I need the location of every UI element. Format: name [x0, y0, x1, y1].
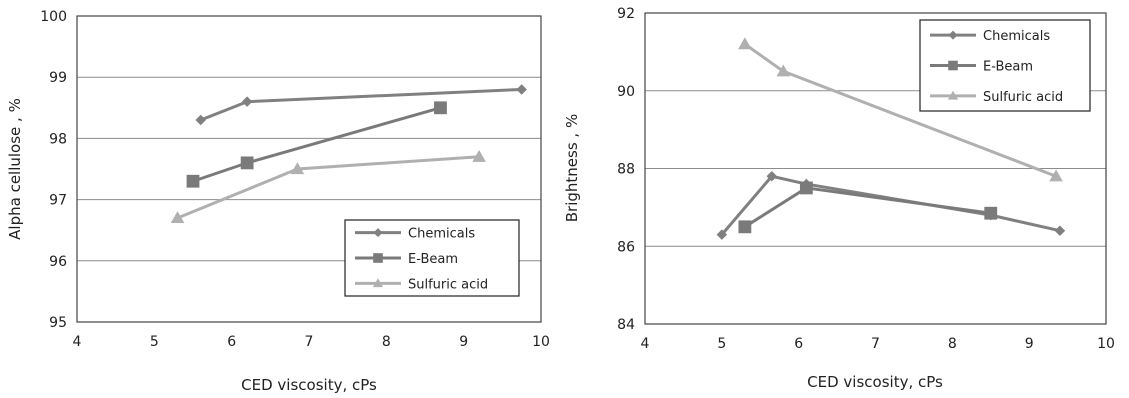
legend-swatch-marker — [373, 253, 383, 263]
y-tick-label: 96 — [49, 254, 67, 270]
y-tick-label: 90 — [617, 84, 635, 100]
data-point — [766, 171, 778, 182]
x-tick-label: 4 — [73, 334, 82, 350]
legend-swatch-marker — [372, 278, 384, 288]
x-axis-title: CED viscosity, cPs — [807, 373, 943, 391]
data-point — [186, 174, 200, 188]
legend-entry: E-Beam — [408, 252, 458, 267]
y-tick-label: 86 — [617, 239, 635, 255]
data-point — [195, 114, 206, 126]
legend-entry: Sulfuric acid — [983, 90, 1063, 105]
legend-entry: E-Beam — [983, 60, 1033, 75]
x-axis-title: CED viscosity, cPs — [241, 376, 377, 394]
chart-2: 84 86 88 90 92 4 5 6 7 8 9 10 CED viscosity, cPs Brig… — [563, 6, 1115, 391]
x-tick-label: 8 — [382, 334, 391, 350]
x-tick-label: 8 — [948, 336, 957, 352]
chart-1: 95 96 97 98 99 100 4 5 6 7 8 9 10 CED viscosity, cPs A… — [6, 9, 550, 394]
data-point — [799, 181, 813, 195]
y-tick-label: 95 — [49, 315, 67, 331]
data-point — [776, 64, 791, 77]
y-axis-title: Brightness , % — [563, 114, 581, 222]
x-tick-label: 9 — [1025, 336, 1034, 352]
y-tick-label: 100 — [40, 9, 67, 25]
data-point — [984, 206, 998, 220]
legend-entry: Chemicals — [408, 227, 475, 242]
series-e-beam — [186, 101, 447, 188]
data-point — [240, 156, 254, 170]
x-tick-label: 5 — [717, 336, 726, 352]
series-e-beam — [738, 181, 998, 234]
series-line — [720, 174, 1061, 236]
series-line — [192, 106, 441, 183]
data-point — [472, 149, 486, 162]
y-tick-label: 92 — [617, 6, 635, 22]
y-tick-label: 88 — [617, 162, 635, 178]
x-tick-label: 5 — [150, 334, 159, 350]
x-tick-label: 7 — [305, 334, 314, 350]
data-point — [738, 220, 752, 234]
x-tick-label: 10 — [532, 334, 550, 350]
series-sulfuric-acid — [170, 149, 486, 224]
legend-swatch-marker — [948, 30, 958, 40]
legend: Chemicals E-Beam Sulfuric acid — [919, 19, 1091, 112]
x-tick-label: 6 — [227, 334, 236, 350]
legend: Chemicals E-Beam Sulfuric acid — [344, 219, 520, 297]
series-line — [176, 155, 480, 220]
x-tick-label: 7 — [871, 336, 880, 352]
x-tick-label: 10 — [1097, 336, 1115, 352]
y-tick-label: 98 — [49, 131, 67, 147]
series-chemicals — [195, 84, 527, 126]
data-point — [716, 229, 728, 240]
legend-swatch-marker — [948, 60, 958, 71]
data-point — [516, 84, 527, 95]
plot-area — [76, 15, 542, 323]
y-axis-title: Alpha cellulose , % — [6, 98, 24, 240]
legend-swatch-marker — [373, 228, 383, 238]
y-tick-label: 84 — [617, 317, 635, 333]
y-tick-label: 99 — [49, 70, 67, 86]
x-tick-label: 6 — [794, 336, 803, 352]
y-tick-label: 97 — [49, 193, 67, 209]
data-point — [290, 162, 305, 175]
series-sulfuric-acid — [738, 37, 1063, 182]
legend-entry: Sulfuric acid — [408, 277, 488, 292]
data-point — [1054, 225, 1066, 236]
data-point — [170, 211, 185, 224]
x-tick-label: 9 — [459, 334, 468, 350]
series-chemicals — [716, 171, 1066, 240]
data-point — [1049, 169, 1063, 182]
legend-entry: Chemicals — [983, 29, 1050, 44]
data-point — [434, 101, 447, 115]
legend-swatch-marker — [947, 90, 959, 100]
data-point — [738, 37, 752, 50]
plot-area — [644, 12, 1107, 325]
data-point — [241, 96, 253, 107]
x-tick-label: 4 — [641, 336, 650, 352]
